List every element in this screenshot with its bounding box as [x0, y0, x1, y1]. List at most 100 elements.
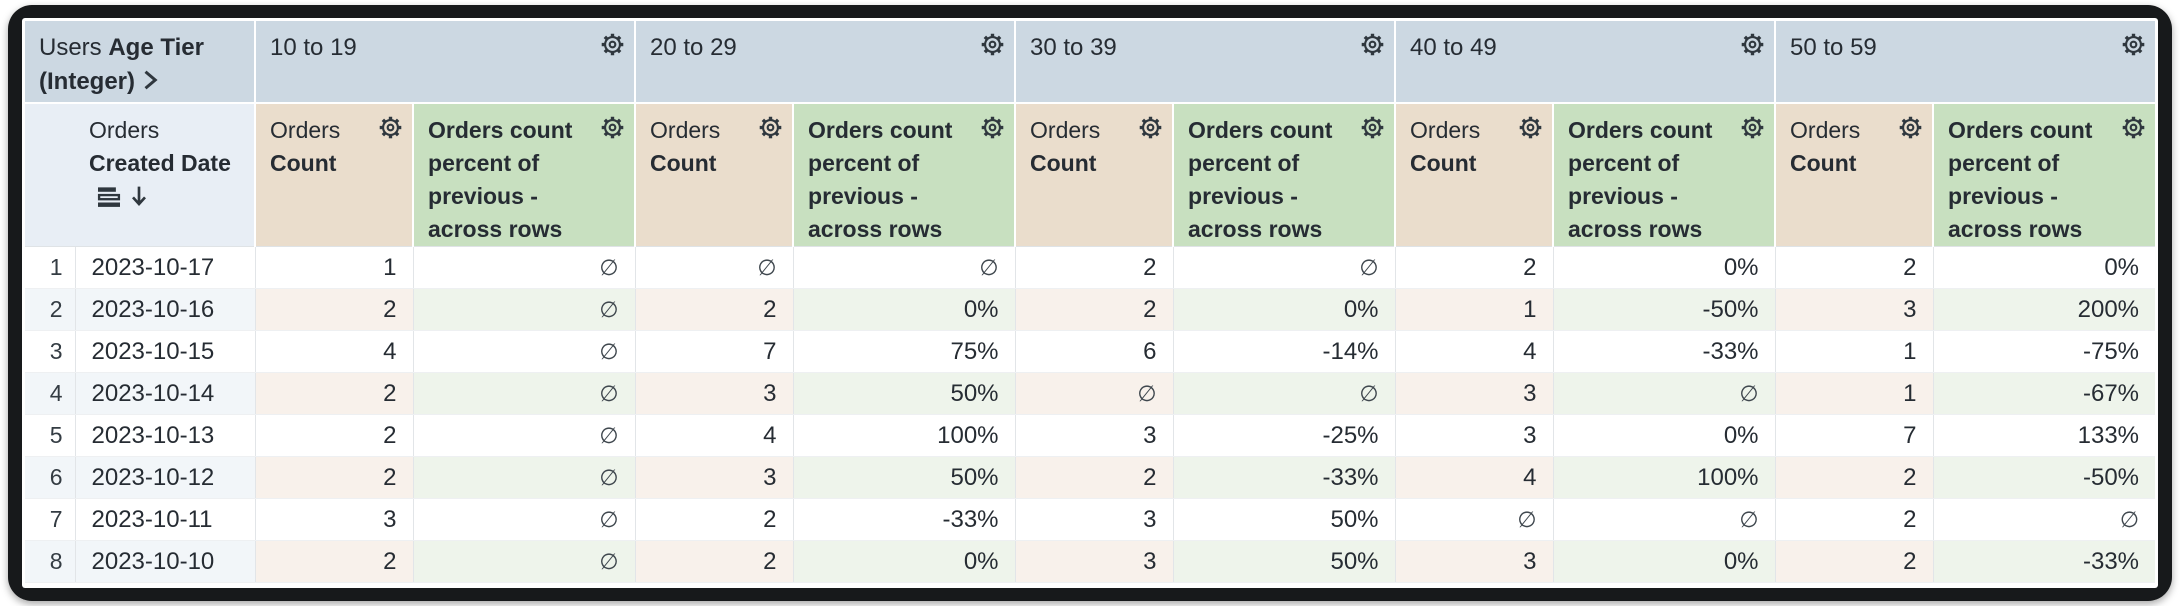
value-cell[interactable]: 3	[1015, 540, 1174, 583]
value-cell[interactable]: 4	[635, 414, 794, 457]
date-cell[interactable]: 2023-10-11	[75, 498, 256, 541]
value-cell[interactable]: -33%	[1173, 456, 1396, 499]
gear-icon[interactable]	[599, 114, 626, 141]
value-cell[interactable]: ∅	[1933, 498, 2156, 541]
row-dimension-header[interactable]: Orders Created Date	[75, 103, 257, 247]
gear-icon[interactable]	[1359, 114, 1386, 141]
percent-column-header[interactable]: Orders count percent of previous - acros…	[1173, 103, 1397, 247]
value-cell[interactable]: 2	[255, 372, 414, 415]
value-cell[interactable]: ∅	[1173, 372, 1396, 415]
date-cell[interactable]: 2023-10-10	[75, 540, 256, 583]
value-cell[interactable]: 3	[635, 456, 794, 499]
value-cell[interactable]: 2	[255, 288, 414, 331]
gear-icon[interactable]	[1897, 114, 1924, 141]
value-cell[interactable]: 2	[1015, 246, 1174, 289]
value-cell[interactable]: 2	[1395, 246, 1554, 289]
count-column-header[interactable]: Orders Count	[1395, 103, 1555, 247]
value-cell[interactable]: 1	[255, 246, 414, 289]
value-cell[interactable]: -33%	[1553, 330, 1776, 373]
value-cell[interactable]: 100%	[1553, 456, 1776, 499]
gear-icon[interactable]	[599, 31, 626, 58]
date-cell[interactable]: 2023-10-14	[75, 372, 256, 415]
value-cell[interactable]: -14%	[1173, 330, 1396, 373]
value-cell[interactable]: 2	[635, 540, 794, 583]
value-cell[interactable]: -50%	[1933, 456, 2156, 499]
date-cell[interactable]: 2023-10-12	[75, 456, 256, 499]
value-cell[interactable]: 7	[1775, 414, 1934, 457]
value-cell[interactable]: 3	[1015, 414, 1174, 457]
value-cell[interactable]: 3	[1395, 414, 1554, 457]
percent-column-header[interactable]: Orders count percent of previous - acros…	[793, 103, 1017, 247]
gear-icon[interactable]	[1137, 114, 1164, 141]
date-cell[interactable]: 2023-10-16	[75, 288, 256, 331]
value-cell[interactable]: 2	[1775, 498, 1934, 541]
value-cell[interactable]: 3	[255, 498, 414, 541]
value-cell[interactable]: 50%	[793, 456, 1016, 499]
percent-column-header[interactable]: Orders count percent of previous - acros…	[1933, 103, 2156, 247]
value-cell[interactable]: ∅	[413, 288, 636, 331]
value-cell[interactable]: 2	[255, 540, 414, 583]
value-cell[interactable]: 100%	[793, 414, 1016, 457]
gear-icon[interactable]	[377, 114, 404, 141]
value-cell[interactable]: 4	[1395, 456, 1554, 499]
value-cell[interactable]: 6	[1015, 330, 1174, 373]
value-cell[interactable]: 4	[1395, 330, 1554, 373]
gear-icon[interactable]	[1359, 31, 1386, 58]
value-cell[interactable]: 50%	[793, 372, 1016, 415]
value-cell[interactable]: 75%	[793, 330, 1016, 373]
value-cell[interactable]: 2	[635, 498, 794, 541]
value-cell[interactable]: 50%	[1173, 498, 1396, 541]
count-column-header[interactable]: Orders Count	[255, 103, 415, 247]
value-cell[interactable]: ∅	[413, 456, 636, 499]
value-cell[interactable]: ∅	[413, 498, 636, 541]
value-cell[interactable]: 50%	[1173, 540, 1396, 583]
value-cell[interactable]: -50%	[1553, 288, 1776, 331]
value-cell[interactable]: 0%	[1553, 540, 1776, 583]
value-cell[interactable]: ∅	[793, 246, 1016, 289]
gear-icon[interactable]	[2120, 114, 2147, 141]
value-cell[interactable]: 0%	[793, 540, 1016, 583]
count-column-header[interactable]: Orders Count	[635, 103, 795, 247]
percent-column-header[interactable]: Orders count percent of previous - acros…	[1553, 103, 1777, 247]
value-cell[interactable]: 3	[1395, 372, 1554, 415]
value-cell[interactable]: 3	[1775, 288, 1934, 331]
value-cell[interactable]: ∅	[413, 246, 636, 289]
value-cell[interactable]: 2	[1775, 540, 1934, 583]
value-cell[interactable]: 2	[255, 414, 414, 457]
date-cell[interactable]: 2023-10-15	[75, 330, 256, 373]
value-cell[interactable]: -33%	[1933, 540, 2156, 583]
value-cell[interactable]: 1	[1775, 330, 1934, 373]
value-cell[interactable]: 0%	[793, 288, 1016, 331]
gear-icon[interactable]	[979, 31, 1006, 58]
value-cell[interactable]: 4	[255, 330, 414, 373]
value-cell[interactable]: ∅	[1553, 372, 1776, 415]
value-cell[interactable]: 0%	[1553, 246, 1776, 289]
percent-column-header[interactable]: Orders count percent of previous - acros…	[413, 103, 637, 247]
value-cell[interactable]: 200%	[1933, 288, 2156, 331]
date-cell[interactable]: 2023-10-13	[75, 414, 256, 457]
value-cell[interactable]: 2	[1775, 456, 1934, 499]
value-cell[interactable]: 2	[1775, 246, 1934, 289]
date-cell[interactable]: 2023-10-17	[75, 246, 256, 289]
value-cell[interactable]: 0%	[1553, 414, 1776, 457]
value-cell[interactable]: -67%	[1933, 372, 2156, 415]
value-cell[interactable]: -33%	[793, 498, 1016, 541]
value-cell[interactable]: 3	[1395, 540, 1554, 583]
value-cell[interactable]: 3	[1015, 498, 1174, 541]
value-cell[interactable]: 133%	[1933, 414, 2156, 457]
value-cell[interactable]: 2	[635, 288, 794, 331]
value-cell[interactable]: 2	[1015, 288, 1174, 331]
value-cell[interactable]: 2	[255, 456, 414, 499]
gear-icon[interactable]	[1739, 31, 1766, 58]
value-cell[interactable]: 0%	[1933, 246, 2156, 289]
count-column-header[interactable]: Orders Count	[1015, 103, 1175, 247]
value-cell[interactable]: ∅	[1015, 372, 1174, 415]
count-column-header[interactable]: Orders Count	[1775, 103, 1935, 247]
gear-icon[interactable]	[757, 114, 784, 141]
gear-icon[interactable]	[2120, 31, 2147, 58]
gear-icon[interactable]	[1517, 114, 1544, 141]
value-cell[interactable]: -75%	[1933, 330, 2156, 373]
chevron-right-icon[interactable]	[141, 68, 159, 102]
value-cell[interactable]: ∅	[413, 414, 636, 457]
value-cell[interactable]: -25%	[1173, 414, 1396, 457]
